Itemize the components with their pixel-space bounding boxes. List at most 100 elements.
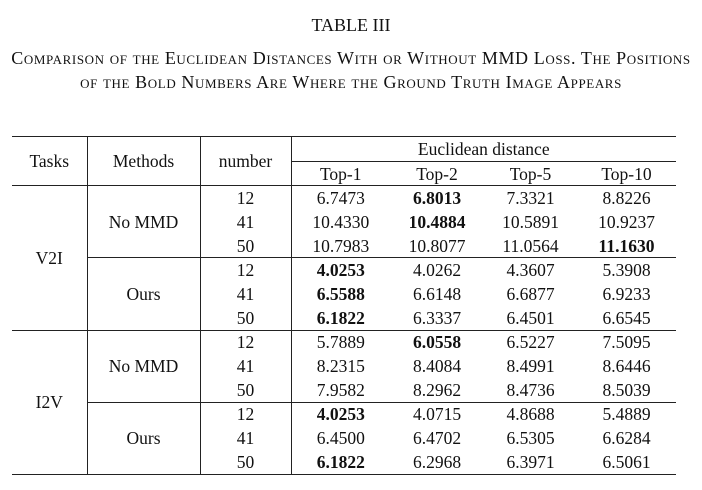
value-cell: 5.4889 [602,404,651,425]
value-cell: 6.3337 [390,305,484,331]
table-row: 41 8.2315 8.4084 8.4991 8.6446 [12,354,676,378]
value-cell: 7.9582 [291,377,390,403]
number-cell: 50 [200,233,292,259]
table-caption: Comparison of the Euclidean Distances Wi… [11,48,691,92]
number-cell: 41 [200,282,292,306]
value-cell: 10.4884 [390,210,484,234]
bold-value: 6.8013 [412,188,462,209]
table-row: 41 6.4500 6.4702 6.5305 6.6284 [12,426,676,450]
header-cell: Top-1 [291,161,390,187]
table-row: Tasks Methods number Euclidean distance [12,135,676,187]
value-cell: 4.0253 [291,258,390,282]
number-cell: 12 [200,402,292,427]
results-table: Tasks Methods number Euclidean distance Top-… [12,135,676,475]
value-cell: 6.3971 [484,449,577,475]
task-cell: V2I [12,185,88,331]
table-row: 50 6.1822 6.3337 6.4501 6.6545 [12,305,676,331]
method-cell: No MMD [87,185,201,259]
bold-value: 4.0253 [316,260,365,281]
value-cell: 6.5588 [291,282,390,306]
method-cell: Ours [87,257,201,331]
bold-value: 6.1822 [316,451,365,472]
method-cell: No MMD [87,330,201,403]
value-cell: 6.0558 [390,330,484,354]
header-cell: Euclidean distance [291,136,676,162]
value-cell: 6.5305 [506,428,555,449]
number-cell: 41 [200,354,292,378]
header-cell: number [200,135,292,187]
value-cell: 6.9233 [602,283,651,304]
bold-value: 10.4884 [408,211,466,232]
value-cell: 6.4500 [316,428,365,449]
value-cell: 10.9237 [598,211,655,232]
value-cell: 8.4991 [506,356,555,377]
table-row: V2I No MMD 12 6.7473 6.8013 7.3321 8.8226 [12,185,676,331]
table-row: Ours 12 4.0253 4.0262 4.3607 5.3908 [12,257,676,331]
value-cell: 5.3908 [602,260,651,281]
value-cell: 10.7983 [291,233,390,259]
header-cell: Top-5 [484,161,577,187]
table-row: 41 6.5588 6.6148 6.6877 6.9233 [12,282,676,306]
table-label: TABLE III [311,15,391,35]
table-row: I2V No MMD 12 5.7889 6.0558 6.5227 7.5095 [12,330,676,475]
value-cell: 8.5039 [577,377,676,403]
value-cell: 6.4501 [484,305,577,331]
number-cell: 12 [200,185,292,211]
value-cell: 5.7889 [316,332,365,353]
bold-value: 11.1630 [598,235,655,256]
number-cell: 41 [200,426,292,450]
number-cell: 41 [200,210,292,234]
value-cell: 6.5061 [577,449,676,475]
bold-value: 4.0253 [316,404,365,425]
task-cell: I2V [12,330,88,475]
header-cell: Top-10 [577,161,676,187]
table-row: 50 6.1822 6.2968 6.3971 6.5061 [12,449,676,475]
table-row: Ours 12 4.0253 4.0715 4.8688 5.4889 [12,402,676,475]
value-cell: 4.3607 [506,260,555,281]
method-cell: Ours [87,402,201,475]
value-cell: 8.6446 [602,356,651,377]
value-cell: 8.4736 [484,377,577,403]
value-cell: 6.6877 [506,283,555,304]
value-cell: 10.5891 [502,211,559,232]
value-cell: 6.6148 [412,283,462,304]
value-cell: 6.8013 [390,186,484,210]
bold-value: 6.1822 [316,307,365,328]
value-cell: 4.0262 [412,260,462,281]
table-body: Tasks Methods number Euclidean distance Top-… [12,135,676,475]
value-cell: 6.4702 [412,428,462,449]
bold-value: 6.5588 [316,283,365,304]
value-cell: 8.4084 [412,356,462,377]
table-row: Top-1 Top-2 Top-5 Top-10 [12,161,676,187]
value-cell: 8.8226 [602,188,651,209]
number-cell: 12 [200,330,292,355]
table-row: 50 10.7983 10.8077 11.0564 11.1630 [12,233,676,259]
bold-value: 6.0558 [412,332,462,353]
value-cell: 8.2315 [316,356,365,377]
value-cell: 10.4330 [312,211,370,232]
value-cell: 4.0253 [291,402,390,426]
value-cell: 6.6284 [602,428,651,449]
value-cell: 7.5095 [602,332,651,353]
number-cell: 50 [200,449,292,475]
value-cell: 7.3321 [506,188,555,209]
value-cell: 10.8077 [390,233,484,259]
number-cell: 12 [200,257,292,283]
number-cell: 50 [200,377,292,403]
value-cell: 4.8688 [506,404,555,425]
number-cell: 50 [200,305,292,331]
value-cell: 6.2968 [390,449,484,475]
header-cell: Tasks [12,135,88,187]
value-cell: 6.6545 [577,305,676,331]
value-cell: 6.1822 [291,449,390,475]
table-row: 50 7.9582 8.2962 8.4736 8.5039 [12,377,676,403]
value-cell: 6.1822 [291,305,390,331]
value-cell: 11.0564 [484,233,577,259]
header-cell: Methods [87,135,201,187]
value-cell: 11.1630 [577,233,676,259]
value-cell: 4.0715 [412,404,462,425]
value-cell: 8.2962 [390,377,484,403]
table-row: 41 10.4330 10.4884 10.5891 10.9237 [12,210,676,234]
value-cell: 6.5227 [506,332,555,353]
